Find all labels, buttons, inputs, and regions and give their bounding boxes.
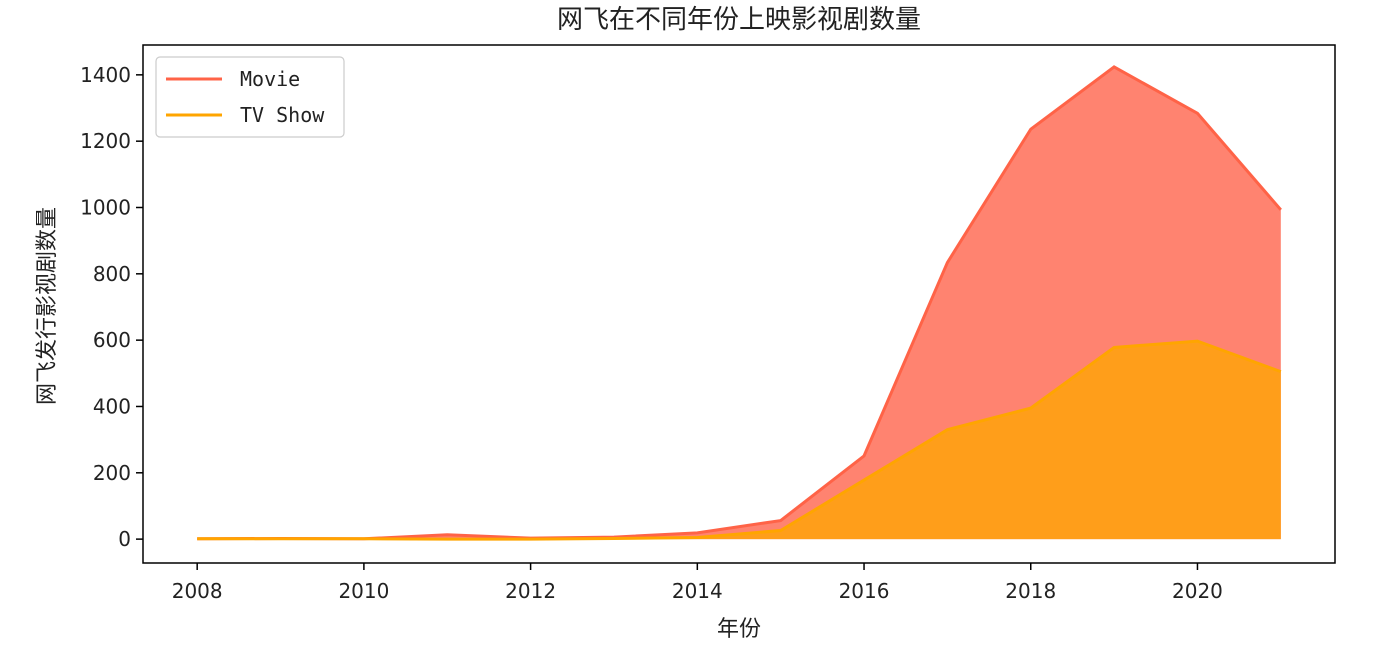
line-tv-show xyxy=(197,339,1282,541)
y-tick-label-1000: 1000 xyxy=(80,195,131,219)
plot-area xyxy=(197,65,1282,541)
legend-box xyxy=(155,56,345,138)
y-tick-label-200: 200 xyxy=(93,461,131,485)
legend-label-movie: Movie xyxy=(240,67,300,91)
y-tick-label-0: 0 xyxy=(118,527,131,551)
y-tick-label-800: 800 xyxy=(93,262,131,286)
x-tick-label-2020: 2020 xyxy=(1172,579,1223,603)
chart-title: 网飞在不同年份上映影视剧数量 xyxy=(557,5,921,35)
y-tick-label-400: 400 xyxy=(93,394,131,418)
y-tick-label-1400: 1400 xyxy=(80,63,131,87)
x-axis-label: 年份 xyxy=(717,617,761,642)
x-tick-label-2018: 2018 xyxy=(1005,579,1056,603)
x-tick-label-2010: 2010 xyxy=(338,579,389,603)
legend-label-tv-show: TV Show xyxy=(240,103,325,127)
x-tick-label-2008: 2008 xyxy=(172,579,223,603)
x-tick-label-2016: 2016 xyxy=(839,579,890,603)
y-axis-label: 网飞发行影视剧数量 xyxy=(35,207,60,405)
plot-frame xyxy=(142,44,1336,564)
y-tick-label-600: 600 xyxy=(93,328,131,352)
area-tv-show xyxy=(197,341,1281,540)
x-tick-label-2014: 2014 xyxy=(672,579,723,603)
x-tick-label-2012: 2012 xyxy=(505,579,556,603)
y-tick-label-1200: 1200 xyxy=(80,129,131,153)
axes: 2008 2010 2012 2014 2016 2018 2020 0 200 400 600 80… xyxy=(80,44,1336,603)
legend: Movie TV Show xyxy=(155,56,345,138)
